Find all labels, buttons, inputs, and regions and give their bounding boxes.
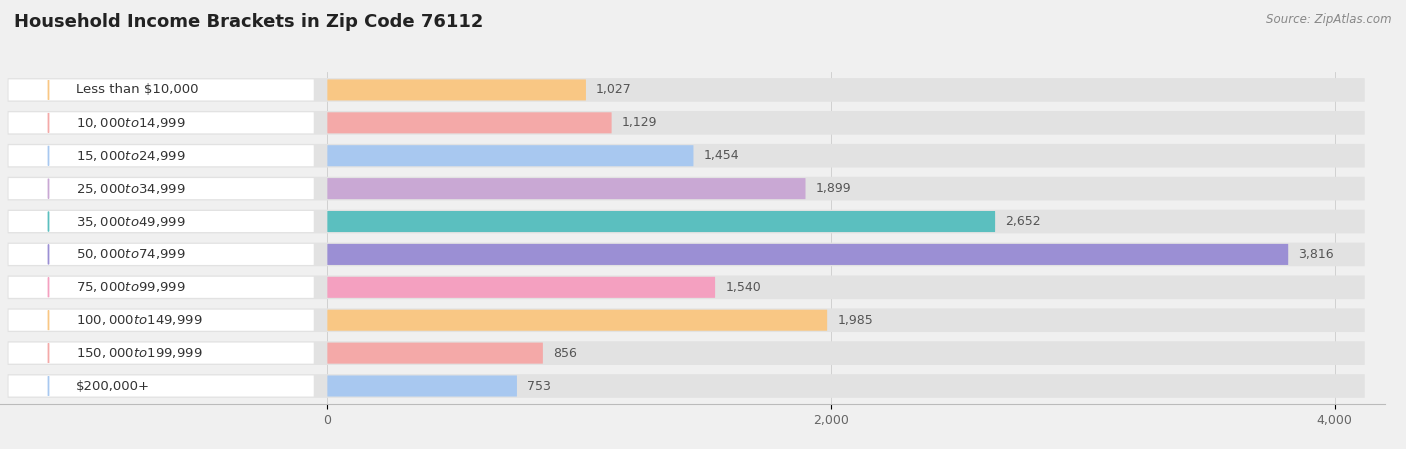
FancyBboxPatch shape (328, 244, 1288, 265)
FancyBboxPatch shape (8, 178, 314, 199)
FancyBboxPatch shape (328, 178, 806, 199)
Text: 1,899: 1,899 (815, 182, 851, 195)
FancyBboxPatch shape (328, 343, 543, 364)
FancyBboxPatch shape (328, 310, 827, 331)
Text: 1,985: 1,985 (837, 314, 873, 327)
Text: $50,000 to $74,999: $50,000 to $74,999 (76, 247, 186, 261)
Text: Less than $10,000: Less than $10,000 (76, 84, 198, 97)
Text: Source: ZipAtlas.com: Source: ZipAtlas.com (1267, 13, 1392, 26)
Text: $150,000 to $199,999: $150,000 to $199,999 (76, 346, 202, 360)
FancyBboxPatch shape (7, 177, 1365, 200)
FancyBboxPatch shape (7, 78, 1365, 102)
FancyBboxPatch shape (8, 375, 314, 396)
FancyBboxPatch shape (8, 277, 314, 298)
Text: 1,027: 1,027 (596, 84, 631, 97)
FancyBboxPatch shape (8, 112, 314, 133)
Text: $100,000 to $149,999: $100,000 to $149,999 (76, 313, 202, 327)
Text: $15,000 to $24,999: $15,000 to $24,999 (76, 149, 186, 163)
FancyBboxPatch shape (328, 112, 612, 133)
FancyBboxPatch shape (8, 244, 314, 265)
Text: 1,540: 1,540 (725, 281, 761, 294)
FancyBboxPatch shape (7, 308, 1365, 332)
Text: 3,816: 3,816 (1298, 248, 1334, 261)
FancyBboxPatch shape (8, 145, 314, 166)
FancyBboxPatch shape (7, 111, 1365, 135)
FancyBboxPatch shape (7, 242, 1365, 266)
Text: 1,129: 1,129 (621, 116, 657, 129)
Text: $35,000 to $49,999: $35,000 to $49,999 (76, 215, 186, 229)
FancyBboxPatch shape (7, 374, 1365, 398)
FancyBboxPatch shape (7, 276, 1365, 299)
Text: $25,000 to $34,999: $25,000 to $34,999 (76, 182, 186, 196)
Text: 2,652: 2,652 (1005, 215, 1040, 228)
FancyBboxPatch shape (7, 341, 1365, 365)
FancyBboxPatch shape (328, 277, 716, 298)
Text: $75,000 to $99,999: $75,000 to $99,999 (76, 280, 186, 294)
FancyBboxPatch shape (7, 210, 1365, 233)
Text: 1,454: 1,454 (703, 149, 740, 162)
FancyBboxPatch shape (8, 310, 314, 331)
Text: $200,000+: $200,000+ (76, 379, 150, 392)
FancyBboxPatch shape (8, 343, 314, 364)
FancyBboxPatch shape (8, 79, 314, 101)
FancyBboxPatch shape (328, 375, 517, 396)
Text: 753: 753 (527, 379, 551, 392)
Text: Household Income Brackets in Zip Code 76112: Household Income Brackets in Zip Code 76… (14, 13, 484, 31)
FancyBboxPatch shape (328, 145, 693, 166)
Text: 856: 856 (553, 347, 576, 360)
FancyBboxPatch shape (328, 79, 586, 101)
Text: $10,000 to $14,999: $10,000 to $14,999 (76, 116, 186, 130)
FancyBboxPatch shape (328, 211, 995, 232)
FancyBboxPatch shape (7, 144, 1365, 167)
FancyBboxPatch shape (8, 211, 314, 232)
